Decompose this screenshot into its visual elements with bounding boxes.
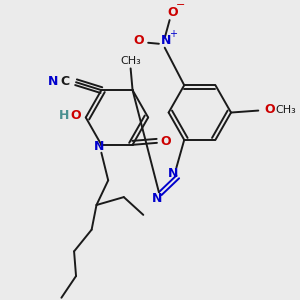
Text: N: N <box>168 167 179 180</box>
Text: CH₃: CH₃ <box>120 56 141 65</box>
Text: O: O <box>133 34 144 47</box>
Text: H: H <box>59 109 70 122</box>
Text: CH₃: CH₃ <box>276 105 297 115</box>
Text: C: C <box>60 75 69 88</box>
Text: N: N <box>160 34 171 47</box>
Text: +: + <box>169 29 178 39</box>
Text: N: N <box>94 140 105 153</box>
Text: N: N <box>152 192 162 205</box>
Text: O: O <box>264 103 275 116</box>
Text: O: O <box>71 109 81 122</box>
Text: O: O <box>167 6 178 19</box>
Text: O: O <box>160 135 171 148</box>
Text: −: − <box>176 0 185 10</box>
Text: N: N <box>48 75 58 88</box>
